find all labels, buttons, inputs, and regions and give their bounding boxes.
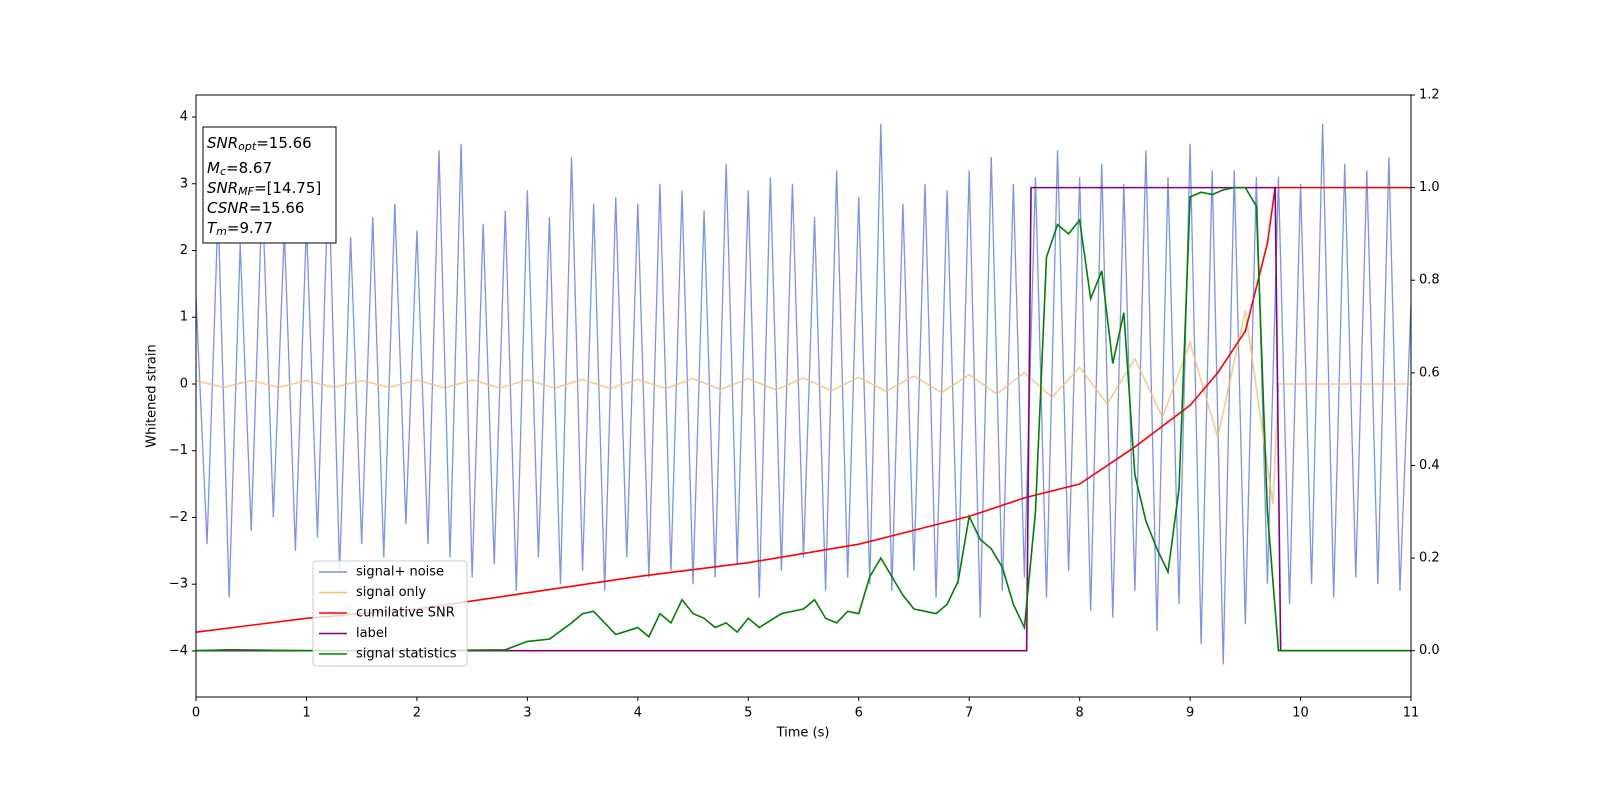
y2-tick-label: 1.0 <box>1419 180 1440 195</box>
y-tick-label: 3 <box>180 176 188 191</box>
x-tick-label: 4 <box>634 706 642 721</box>
x-axis-label: Time (s) <box>776 726 830 741</box>
annotation-value: =[14.75] <box>254 179 321 197</box>
annotation-value: =9.77 <box>227 219 273 237</box>
annotation-value: =15.66 <box>249 199 305 217</box>
x-tick-label: 1 <box>302 706 310 721</box>
x-tick-label: 6 <box>855 706 863 721</box>
legend-label: signal only <box>356 585 426 600</box>
series-line <box>196 123 1411 665</box>
annotation-line: Tm=9.77 <box>207 219 273 239</box>
y-tick-label: 2 <box>180 243 188 258</box>
annotation-symbol: T <box>207 219 218 237</box>
annotation-subscript: opt <box>238 140 257 153</box>
annotation-subscript: MF <box>238 185 254 198</box>
annotation-value: =8.67 <box>226 159 272 177</box>
annotation-symbol: CSNR <box>207 199 249 217</box>
annotation-line: SNRMF=[14.75] <box>207 179 321 199</box>
legend-frame <box>312 560 468 667</box>
legend-label: signal+ noise <box>356 565 444 580</box>
annotation-frame <box>202 126 337 244</box>
y-tick-label: −4 <box>169 643 188 658</box>
x-tick-label: 7 <box>965 706 973 721</box>
annotation-symbol: M <box>207 159 220 177</box>
x-tick-label: 10 <box>1292 706 1309 721</box>
legend-label: cumilative SNR <box>356 606 455 621</box>
annotation-line: CSNR=15.66 <box>207 199 304 217</box>
y2-tick-label: 0.4 <box>1419 458 1440 473</box>
y-tick-label: −1 <box>169 443 188 458</box>
x-tick-label: 3 <box>523 706 531 721</box>
annotation-value: =15.66 <box>256 134 312 152</box>
y2-tick-label: 0.0 <box>1419 643 1440 658</box>
annotation-line: SNRopt=15.66 <box>207 134 312 154</box>
y-tick-label: 0 <box>180 376 188 391</box>
y-tick-label: 1 <box>180 310 188 325</box>
y-tick-label: −3 <box>169 577 188 592</box>
series-line <box>196 186 1411 633</box>
y-tick-label: −2 <box>169 510 188 525</box>
y2-tick-label: 0.8 <box>1419 273 1440 288</box>
plot-area <box>196 123 1411 665</box>
x-tick-label: 2 <box>413 706 421 721</box>
y2-tick-label: 1.2 <box>1419 88 1440 103</box>
x-tick-label: 0 <box>192 706 200 721</box>
y-axis-label: Whitened strain <box>145 344 160 447</box>
x-tick-label: 9 <box>1186 706 1194 721</box>
legend-label: label <box>356 626 387 641</box>
y-tick-label: 4 <box>180 110 188 125</box>
legend: signal+ noise signal only cumilative SNR la… <box>312 560 468 667</box>
series-line <box>196 186 1411 652</box>
annotation-symbol: SNR <box>207 179 238 197</box>
annotation-symbol: SNR <box>207 134 238 152</box>
annotation-subscript: m <box>216 225 227 238</box>
annotation-line: Mc=8.67 <box>207 159 272 179</box>
x-tick-label: 5 <box>744 706 752 721</box>
x-tick-label: 8 <box>1075 706 1083 721</box>
legend-label: signal statistics <box>356 647 457 662</box>
y2-tick-label: 0.6 <box>1419 365 1440 380</box>
annotation-subscript: c <box>220 165 226 178</box>
y2-tick-label: 0.2 <box>1419 551 1440 566</box>
axes-frame <box>195 94 1412 698</box>
x-tick-label: 11 <box>1403 706 1420 721</box>
series-line <box>196 310 1411 505</box>
annotation-box: SNRopt=15.66Mc=8.67SNRMF=[14.75]CSNR=15.… <box>202 126 337 244</box>
